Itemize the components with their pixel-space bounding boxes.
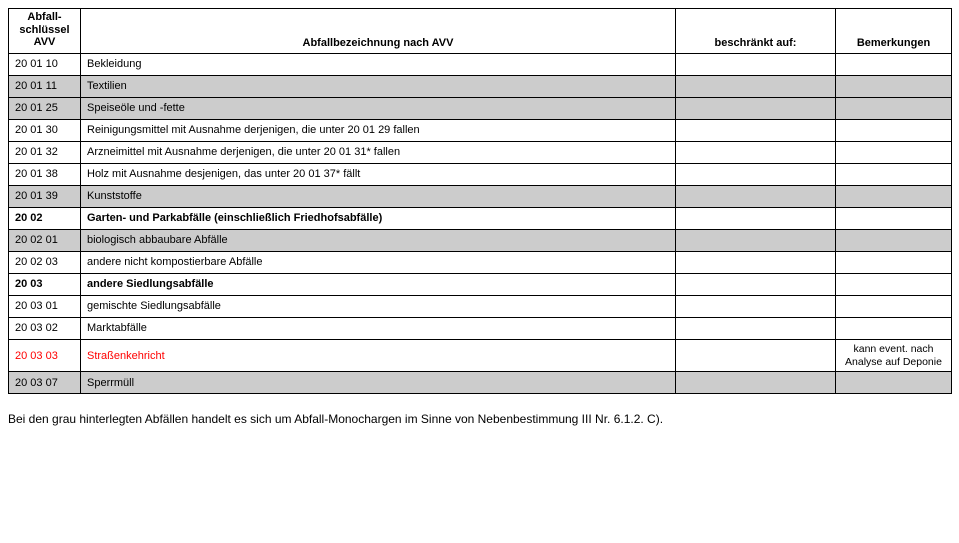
cell-restrict — [676, 273, 836, 295]
header-remarks: Bemerkungen — [836, 9, 952, 54]
cell-remarks — [836, 251, 952, 273]
cell-desc: Marktabfälle — [81, 317, 676, 339]
cell-restrict — [676, 372, 836, 394]
header-row: Abfall-schlüsselAVV Abfallbezeichnung na… — [9, 9, 952, 54]
cell-code: 20 02 — [9, 207, 81, 229]
table-row: 20 03 03Straßenkehricht kann event. nach … — [9, 339, 952, 371]
table-row: 20 01 32Arzneimittel mit Ausnahme derjen… — [9, 141, 952, 163]
cell-remarks — [836, 273, 952, 295]
table-row: 20 02 03andere nicht kompostierbare Abfä… — [9, 251, 952, 273]
cell-restrict — [676, 75, 836, 97]
cell-code: 20 01 30 — [9, 119, 81, 141]
cell-desc: Reinigungsmittel mit Ausnahme derjenigen… — [81, 119, 676, 141]
table-row: 20 03 01gemischte Siedlungsabfälle — [9, 295, 952, 317]
cell-restrict — [676, 317, 836, 339]
cell-desc: andere Siedlungsabfälle — [81, 273, 676, 295]
cell-remarks — [836, 141, 952, 163]
cell-restrict — [676, 53, 836, 75]
table-row: 20 02Garten- und Parkabfälle (einschließ… — [9, 207, 952, 229]
cell-restrict — [676, 97, 836, 119]
cell-code: 20 02 01 — [9, 229, 81, 251]
cell-code: 20 01 38 — [9, 163, 81, 185]
header-restrict: beschränkt auf: — [676, 9, 836, 54]
cell-restrict — [676, 339, 836, 371]
cell-restrict — [676, 141, 836, 163]
waste-table: Abfall-schlüsselAVV Abfallbezeichnung na… — [8, 8, 952, 394]
table-row: 20 01 39Kunststoffe — [9, 185, 952, 207]
cell-restrict — [676, 185, 836, 207]
cell-remarks — [836, 185, 952, 207]
cell-desc: Holz mit Ausnahme desjenigen, das unter … — [81, 163, 676, 185]
cell-remarks — [836, 372, 952, 394]
table-row: 20 03 02Marktabfälle — [9, 317, 952, 339]
cell-remarks — [836, 207, 952, 229]
cell-code: 20 03 03 — [9, 339, 81, 371]
cell-remarks — [836, 53, 952, 75]
cell-restrict — [676, 229, 836, 251]
table-row: 20 02 01biologisch abbaubare Abfälle — [9, 229, 952, 251]
cell-remarks — [836, 163, 952, 185]
cell-desc: Textilien — [81, 75, 676, 97]
cell-code: 20 02 03 — [9, 251, 81, 273]
cell-restrict — [676, 295, 836, 317]
cell-desc: Sperrmüll — [81, 372, 676, 394]
cell-remarks — [836, 119, 952, 141]
cell-desc: Bekleidung — [81, 53, 676, 75]
cell-desc: gemischte Siedlungsabfälle — [81, 295, 676, 317]
table-row: 20 01 10Bekleidung — [9, 53, 952, 75]
cell-code: 20 01 32 — [9, 141, 81, 163]
cell-remarks — [836, 295, 952, 317]
cell-desc: Garten- und Parkabfälle (einschließlich … — [81, 207, 676, 229]
cell-code: 20 03 01 — [9, 295, 81, 317]
table-row: 20 03 07Sperrmüll — [9, 372, 952, 394]
cell-remarks — [836, 229, 952, 251]
cell-restrict — [676, 251, 836, 273]
cell-code: 20 01 39 — [9, 185, 81, 207]
cell-remarks — [836, 97, 952, 119]
cell-code: 20 03 — [9, 273, 81, 295]
cell-desc: Arzneimittel mit Ausnahme derjenigen, di… — [81, 141, 676, 163]
table-row: 20 01 25Speiseöle und -fette — [9, 97, 952, 119]
cell-desc: biologisch abbaubare Abfälle — [81, 229, 676, 251]
cell-code: 20 01 25 — [9, 97, 81, 119]
cell-remarks: kann event. nach Analyse auf Deponie — [836, 339, 952, 371]
cell-desc: andere nicht kompostierbare Abfälle — [81, 251, 676, 273]
cell-desc: Speiseöle und -fette — [81, 97, 676, 119]
cell-code: 20 01 11 — [9, 75, 81, 97]
cell-code: 20 03 02 — [9, 317, 81, 339]
cell-desc: Straßenkehricht — [81, 339, 676, 371]
footer-note: Bei den grau hinterlegten Abfällen hande… — [8, 412, 951, 426]
header-desc: Abfallbezeichnung nach AVV — [81, 9, 676, 54]
table-row: 20 01 30Reinigungsmittel mit Ausnahme de… — [9, 119, 952, 141]
table-row: 20 03andere Siedlungsabfälle — [9, 273, 952, 295]
header-code: Abfall-schlüsselAVV — [9, 9, 81, 54]
cell-restrict — [676, 119, 836, 141]
cell-restrict — [676, 207, 836, 229]
cell-desc: Kunststoffe — [81, 185, 676, 207]
cell-code: 20 03 07 — [9, 372, 81, 394]
cell-code: 20 01 10 — [9, 53, 81, 75]
cell-remarks — [836, 317, 952, 339]
cell-restrict — [676, 163, 836, 185]
cell-remarks — [836, 75, 952, 97]
table-row: 20 01 38Holz mit Ausnahme desjenigen, da… — [9, 163, 952, 185]
table-row: 20 01 11Textilien — [9, 75, 952, 97]
